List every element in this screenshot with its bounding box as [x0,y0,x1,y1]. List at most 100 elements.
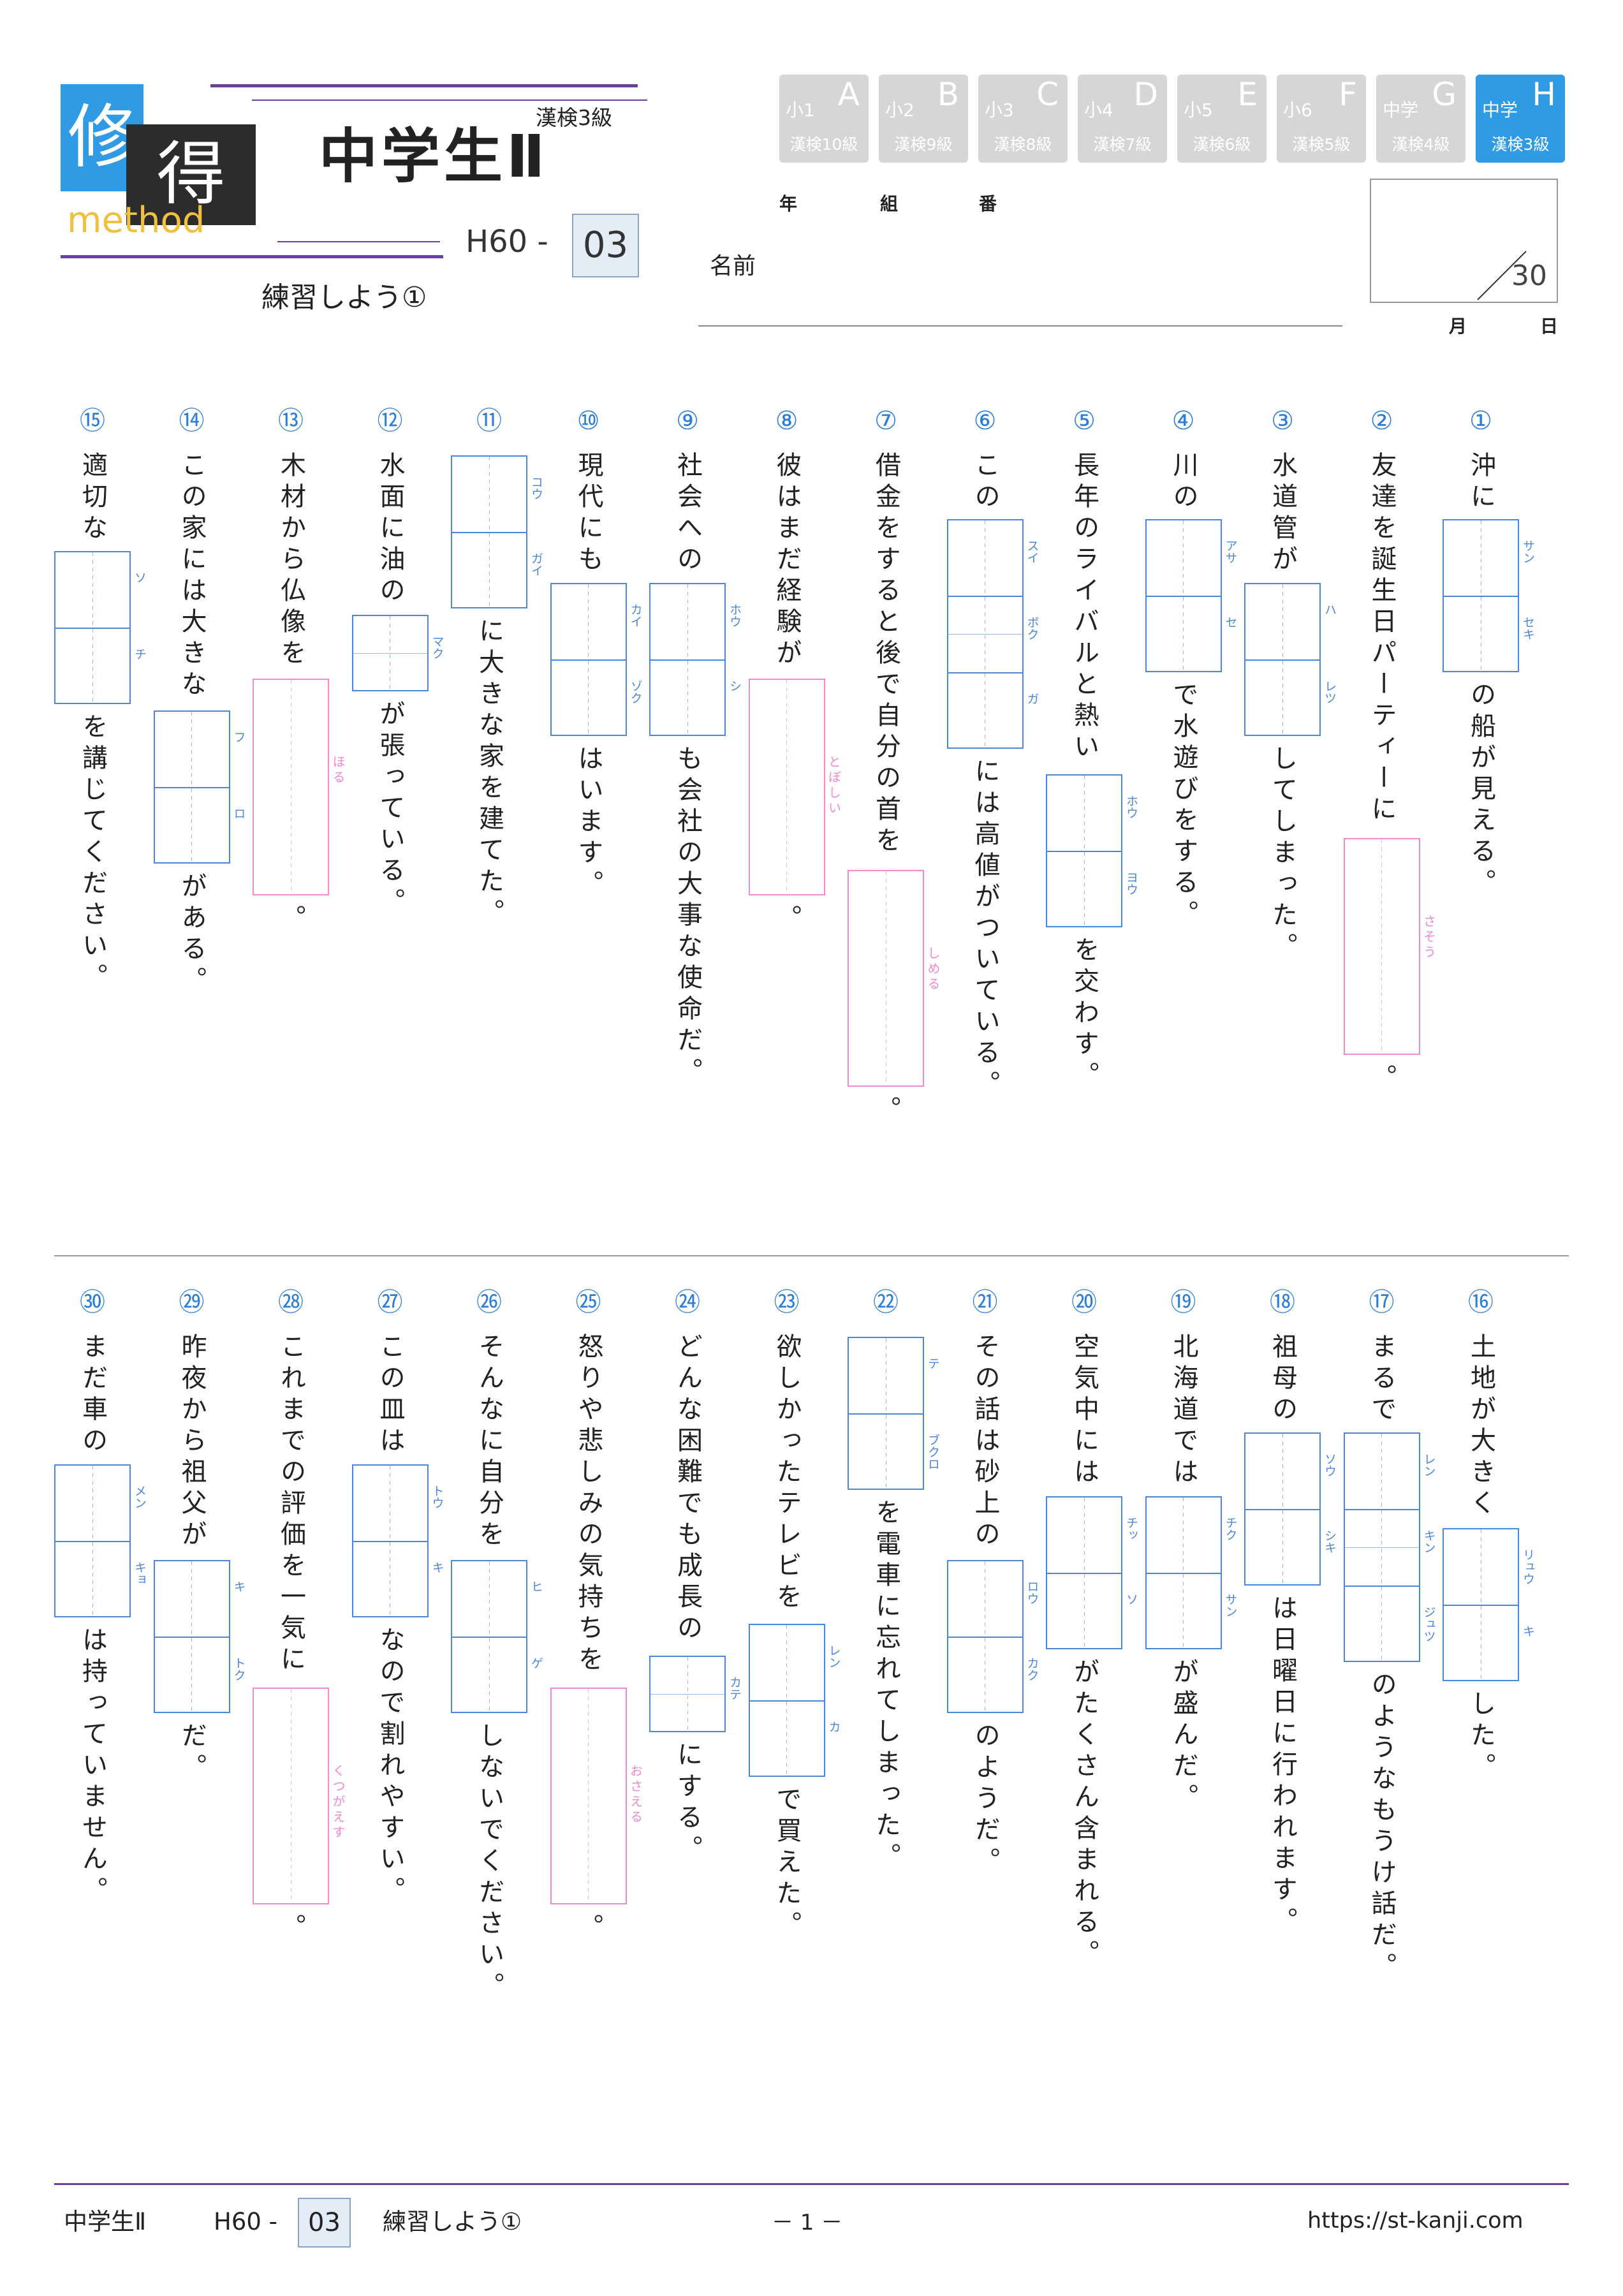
furigana-katakana: ヨウ [1124,871,1138,895]
name-line[interactable] [698,325,1342,327]
level-tab-b[interactable]: 小2 B 漢検9級 [879,75,968,163]
level-tab-f[interactable]: 小6 F 漢検5級 [1277,75,1366,163]
answer-cell-divider [649,659,726,661]
furigana-katakana: ボク [1025,616,1039,640]
question-text-before: 沖に [1466,452,1495,514]
furigana-katakana: ゲ [529,1657,543,1669]
level-tab-a[interactable]: 小1 A 漢検10級 [779,75,869,163]
question-number: ㉚ [80,1288,105,1317]
question-text-before: そんなに自分を [474,1333,504,1552]
answer-box-hiragana[interactable] [253,1688,329,1904]
question-text-before: 祖母の [1268,1333,1297,1427]
logo-square-dark: 得 [126,124,256,225]
level-tab-grade: 小1 [786,99,815,121]
answer-cell-divider [1145,596,1222,597]
furigana-katakana: ブクロ [926,1434,940,1470]
question-text-after: は持っていません。 [78,1626,107,1908]
question-number: ⑨ [676,406,699,436]
question-text-after: 。 [1367,1064,1397,1095]
answer-box-hiragana[interactable] [1343,838,1420,1055]
answer-cell-divider [1343,1509,1420,1510]
level-tab-grade: 小4 [1084,99,1113,121]
question-number: ⑰ [1369,1288,1395,1317]
furigana-katakana: レン [826,1644,841,1668]
furigana-katakana: ホウ [1124,795,1138,819]
level-tab-g[interactable]: 中学 G 漢検4級 [1376,75,1465,163]
question-text-before: これまでの評価を一気に [276,1333,305,1677]
level-tab-e[interactable]: 小5 E 漢検6級 [1177,75,1267,163]
level-tab-d[interactable]: 小4 D 漢検7級 [1078,75,1167,163]
level-tab-grade: 中学 [1482,99,1518,121]
furigana-katakana: キ [1521,1625,1535,1637]
furigana-katakana: ガ [1025,693,1039,705]
level-tab-c[interactable]: 小3 C 漢検8級 [978,75,1068,163]
furigana-hiragana: さそう [1421,915,1437,960]
level-tab-letter: F [1339,76,1357,113]
question-text-after: が張っている。 [375,700,405,919]
furigana-katakana: ジュツ [1421,1606,1436,1642]
question-number: ⑮ [80,406,105,436]
question-number: ⑩ [576,406,600,436]
question-text-before: 怒りや悲しみの気持ちを [573,1333,603,1677]
answer-cell-divider [1046,851,1122,852]
question-text-after: は日曜日に行われます。 [1268,1594,1297,1938]
question-text-after: には高値がついている。 [970,758,1000,1101]
furigana-katakana: ソウ [1323,1453,1337,1477]
question-text-before: 土地が大きく [1466,1333,1495,1520]
question-text-before: まるで [1367,1333,1397,1427]
answer-box-hiragana[interactable] [748,679,825,895]
answer-cell-divider [1244,659,1321,661]
answer-box-kanji[interactable] [946,519,1024,749]
footer-url[interactable]: https://st-kanji.com [1307,2208,1524,2233]
question-text-before: 川の [1168,452,1198,514]
answer-cell-divider [946,596,1024,597]
kumi-label: 組 [880,193,899,214]
level-tab-grade: 中学 [1383,99,1419,121]
furigana-katakana: メン [133,1485,147,1509]
question-number: ㉖ [476,1288,502,1317]
furigana-katakana: ゾク [628,680,643,704]
furigana-katakana: ロウ [1025,1580,1039,1605]
furigana-katakana: キン [1421,1529,1436,1554]
level-tab-grade: 小6 [1283,99,1312,121]
question-number: ⑥ [973,406,997,436]
question-text-after: 。 [276,904,305,936]
answer-box-kanji[interactable] [1343,1432,1420,1662]
answer-box-hiragana[interactable] [253,679,329,895]
logo-word: method [67,200,205,241]
logo-char-2: 得 [156,135,226,214]
furigana-katakana: アサ [1223,540,1238,564]
answer-box-hiragana[interactable] [848,870,924,1087]
name-label: 名前 [710,253,756,279]
question-number: ㉘ [278,1288,304,1317]
level-tab-kanken: 漢検8級 [994,135,1052,154]
question-text-before: 長年のライバルと熱い [1069,452,1099,764]
answer-cell-divider [1046,1573,1122,1574]
level-tab-letter: G [1432,76,1457,113]
answer-cell-divider [946,672,1024,673]
level-tab-kanken: 漢検4級 [1392,135,1450,154]
day-label: 日 [1540,316,1559,337]
furigana-katakana: キ [430,1561,444,1573]
question-number: ㉔ [675,1288,700,1317]
answer-cell-divider [153,787,230,788]
answer-box-kanji[interactable] [649,1656,726,1732]
question-number: ㉒ [873,1288,899,1317]
answer-cell-divider [946,1637,1024,1638]
answer-box-kanji[interactable] [351,615,429,691]
level-tab-h[interactable]: 中学 H 漢検3級 [1476,75,1565,163]
question-number: ② [1370,406,1393,436]
score-box[interactable]: 30 [1370,179,1558,303]
header-line-top [210,84,638,87]
answer-cell-divider [451,532,527,533]
question-number: ㉑ [972,1288,998,1317]
footer-code-number: 03 [298,2198,351,2248]
question-text-after: した。 [1466,1690,1495,1784]
furigana-hiragana: くつがえす [330,1764,346,1841]
answer-box-hiragana[interactable] [550,1688,627,1904]
question-number: ⑯ [1468,1288,1494,1317]
answer-cell-divider [351,1541,429,1542]
level-tab-letter: D [1133,76,1158,113]
furigana-katakana: マク [430,635,444,659]
question-number: ⑧ [775,406,798,436]
